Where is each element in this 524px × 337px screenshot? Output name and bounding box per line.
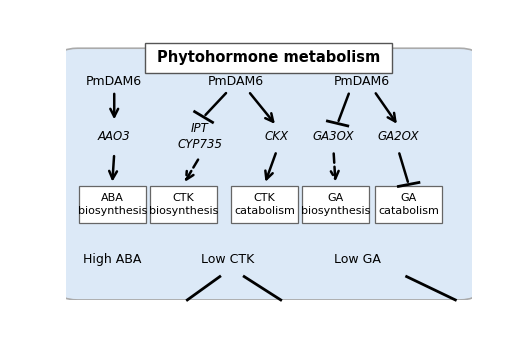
Text: GA2OX: GA2OX bbox=[378, 130, 419, 143]
FancyBboxPatch shape bbox=[302, 186, 369, 223]
Text: Low CTK: Low CTK bbox=[201, 253, 255, 266]
Text: CTK
biosynthesis: CTK biosynthesis bbox=[149, 193, 218, 216]
Text: GA3OX: GA3OX bbox=[313, 130, 354, 143]
Text: Phytohormone metabolism: Phytohormone metabolism bbox=[157, 50, 380, 65]
FancyBboxPatch shape bbox=[58, 48, 480, 300]
Text: CKX: CKX bbox=[265, 130, 289, 143]
Text: AAO3: AAO3 bbox=[98, 130, 130, 143]
Text: IPT
CYP735: IPT CYP735 bbox=[177, 122, 222, 151]
Text: GA
biosynthesis: GA biosynthesis bbox=[301, 193, 370, 216]
FancyBboxPatch shape bbox=[79, 186, 146, 223]
Text: Low GA: Low GA bbox=[334, 253, 381, 266]
FancyBboxPatch shape bbox=[375, 186, 442, 223]
Text: PmDAM6: PmDAM6 bbox=[86, 75, 143, 88]
FancyBboxPatch shape bbox=[231, 186, 298, 223]
Text: PmDAM6: PmDAM6 bbox=[208, 75, 264, 88]
FancyBboxPatch shape bbox=[150, 186, 217, 223]
FancyBboxPatch shape bbox=[145, 43, 392, 73]
Text: CTK
catabolism: CTK catabolism bbox=[234, 193, 295, 216]
Text: GA
catabolism: GA catabolism bbox=[378, 193, 439, 216]
Text: High ABA: High ABA bbox=[83, 253, 141, 266]
Text: PmDAM6: PmDAM6 bbox=[334, 75, 390, 88]
Text: ABA
biosynthesis: ABA biosynthesis bbox=[78, 193, 147, 216]
